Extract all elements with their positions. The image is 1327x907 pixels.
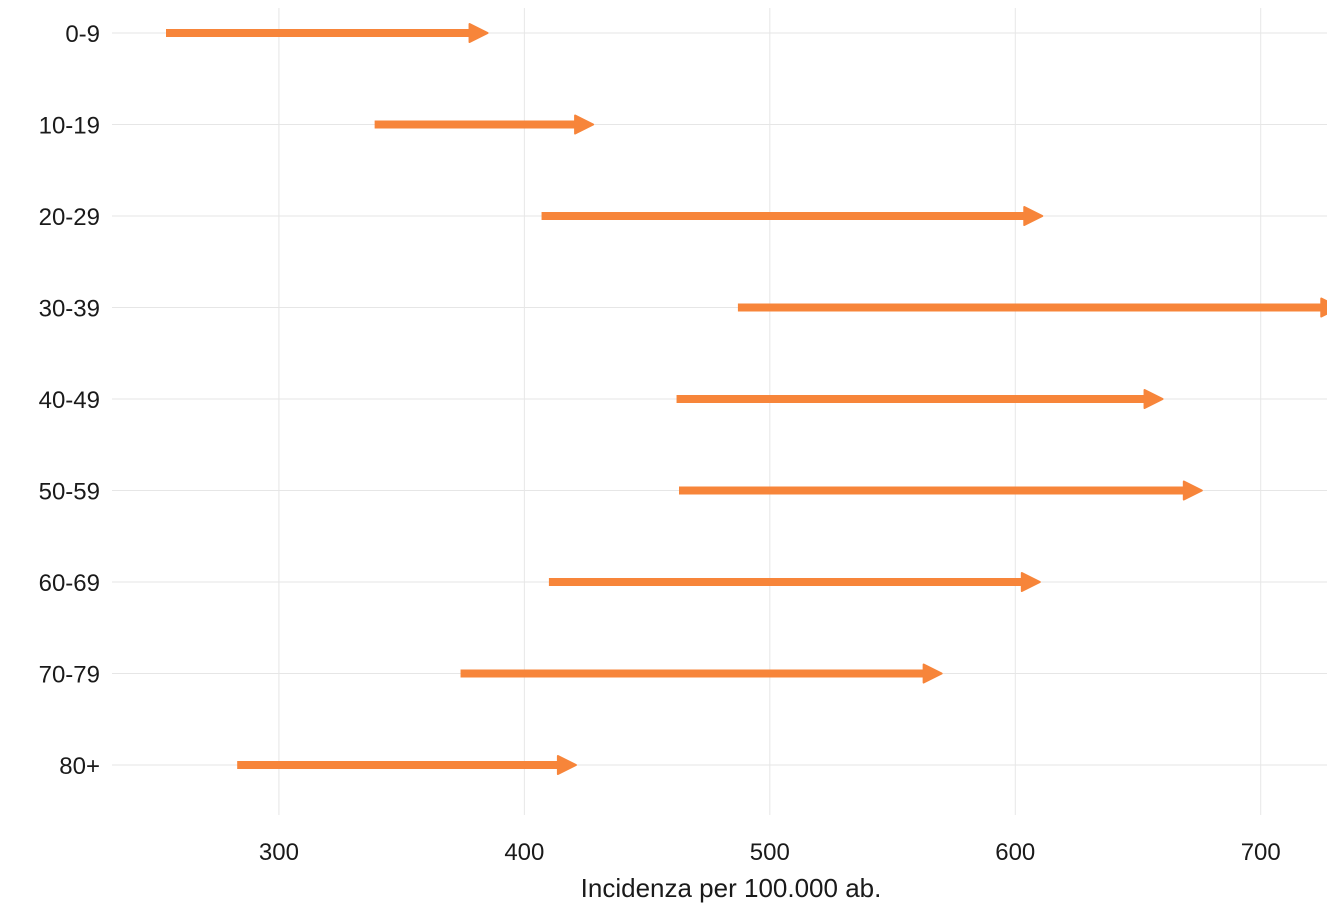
y-tick-label-30-39: 30-39 bbox=[39, 296, 100, 323]
arrow-0-9 bbox=[166, 23, 489, 43]
arrow-head-50-59 bbox=[1182, 480, 1203, 501]
y-tick-label-60-69: 60-69 bbox=[39, 570, 100, 597]
arrow-head-30-39 bbox=[1320, 297, 1327, 318]
arrow-20-29 bbox=[541, 206, 1044, 226]
arrow-layer bbox=[166, 23, 1327, 775]
arrow-10-19 bbox=[374, 114, 595, 135]
y-tick-label-70-79: 70-79 bbox=[39, 662, 100, 689]
y-tick-label-50-59: 50-59 bbox=[39, 479, 100, 506]
x-tick-label-600: 600 bbox=[995, 839, 1035, 866]
x-axis-label: Incidenza per 100.000 ab. bbox=[581, 873, 882, 903]
arrow-head-80+ bbox=[556, 755, 577, 775]
arrow-50-59 bbox=[679, 480, 1203, 501]
y-tick-label-40-49: 40-49 bbox=[39, 387, 100, 414]
arrow-head-40-49 bbox=[1143, 389, 1164, 409]
arrow-head-60-69 bbox=[1020, 572, 1041, 592]
x-tick-label-300: 300 bbox=[259, 839, 299, 866]
arrow-60-69 bbox=[548, 572, 1041, 592]
x-tick-label-500: 500 bbox=[750, 839, 790, 866]
arrow-40-49 bbox=[676, 389, 1164, 409]
y-axis-tick-labels: 0-9 10-19 20-29 30-39 40-49 50-59 60-69 70-79 80… bbox=[39, 21, 100, 780]
arrow-head-70-79 bbox=[922, 663, 943, 684]
y-tick-label-20-29: 20-29 bbox=[39, 204, 100, 231]
y-tick-label-0-9: 0-9 bbox=[65, 21, 100, 48]
arrow-head-10-19 bbox=[574, 114, 595, 135]
arrow-head-0-9 bbox=[468, 23, 489, 43]
grid-layer bbox=[112, 8, 1327, 815]
arrow-30-39 bbox=[737, 297, 1327, 318]
x-tick-label-400: 400 bbox=[504, 839, 544, 866]
arrow-80+ bbox=[237, 755, 577, 775]
x-axis-tick-labels: 300 400 500 600 700 bbox=[259, 839, 1281, 866]
x-tick-label-700: 700 bbox=[1241, 839, 1281, 866]
arrow-70-79 bbox=[460, 663, 943, 684]
arrow-head-20-29 bbox=[1023, 206, 1044, 226]
y-tick-label-80+: 80+ bbox=[59, 753, 100, 780]
y-tick-label-10-19: 10-19 bbox=[39, 113, 100, 140]
